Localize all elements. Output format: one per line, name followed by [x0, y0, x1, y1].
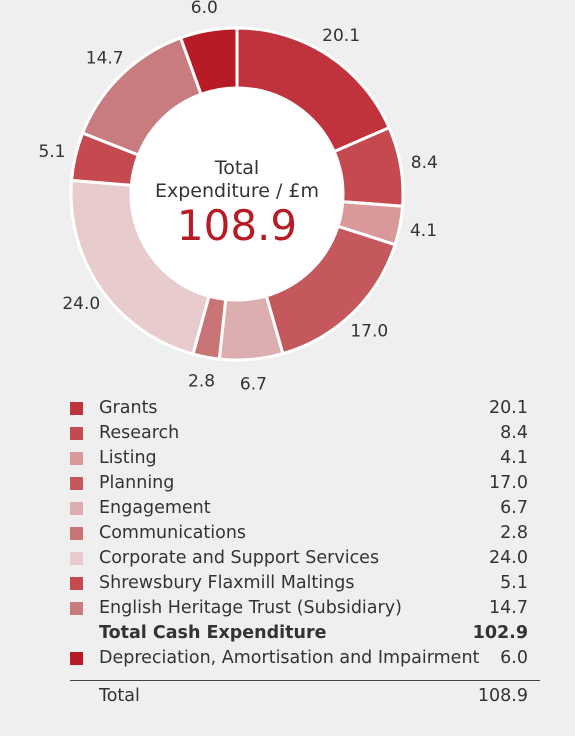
- center-label-line2: Expenditure / £m: [155, 180, 319, 202]
- legend-label: Listing: [99, 448, 157, 468]
- slice-value-label: 5.1: [38, 142, 65, 162]
- slice-value-label: 24.0: [62, 294, 100, 314]
- legend-value: 2.8: [500, 523, 528, 543]
- legend-swatch: [70, 427, 83, 440]
- legend-value: 4.1: [500, 448, 528, 468]
- total-value: 108.9: [477, 686, 528, 706]
- slice-value-label: 17.0: [350, 321, 388, 341]
- legend-row-communications: Communications 2.8: [68, 521, 528, 546]
- subtotal-value: 102.9: [472, 623, 528, 643]
- total-label: Total: [99, 686, 140, 706]
- legend-row-trust: English Heritage Trust (Subsidiary) 14.7: [68, 596, 528, 621]
- legend-row-subtotal: Total Cash Expenditure 102.9: [68, 621, 528, 646]
- legend-swatch: [70, 552, 83, 565]
- slice-value-label: 6.0: [191, 0, 218, 18]
- legend-value: 20.1: [489, 398, 528, 418]
- legend-swatch: [70, 652, 83, 665]
- legend-swatch: [70, 477, 83, 490]
- legend-label: Research: [99, 423, 180, 443]
- legend-row-listing: Listing 4.1: [68, 446, 528, 471]
- legend-label: Communications: [99, 523, 247, 543]
- legend-swatch: [70, 602, 83, 615]
- slice-value-label: 6.7: [240, 374, 267, 394]
- donut-chart: 20.1 8.4 4.1 17.0 6.7 2.8 24.0 5.1 14.7 6.0 Total…: [38, 0, 437, 394]
- legend-label: English Heritage Trust (Subsidiary): [99, 598, 402, 618]
- legend-value: 6.0: [500, 648, 528, 668]
- legend-label: Corporate and Support Services: [99, 548, 380, 568]
- legend-label: Depreciation, Amortisation and Impairmen…: [99, 648, 480, 668]
- slice-value-label: 8.4: [411, 153, 438, 173]
- total-divider: [70, 680, 540, 681]
- legend-swatch: [70, 527, 83, 540]
- legend-value: 6.7: [500, 498, 528, 518]
- legend-row-corporate: Corporate and Support Services 24.0: [68, 546, 528, 571]
- legend-swatch: [70, 452, 83, 465]
- legend-swatch: [70, 502, 83, 515]
- legend-value: 5.1: [500, 573, 528, 593]
- slice-value-label: 14.7: [86, 49, 124, 69]
- legend-row-planning: Planning 17.0: [68, 471, 528, 496]
- legend-row-total: Total 108.9: [68, 684, 528, 709]
- legend-row-research: Research 8.4: [68, 421, 528, 446]
- legend-row-engagement: Engagement 6.7: [68, 496, 528, 521]
- legend-label: Shrewsbury Flaxmill Maltings: [99, 573, 355, 593]
- legend-value: 14.7: [489, 598, 528, 618]
- donut-slices: [69, 26, 405, 362]
- legend-row-grants: Grants 20.1: [68, 396, 528, 421]
- legend-value: 8.4: [500, 423, 528, 443]
- slice-value-labels: 20.1 8.4 4.1 17.0 6.7 2.8 24.0 5.1 14.7 6.0: [38, 0, 437, 394]
- subtotal-label: Total Cash Expenditure: [99, 623, 327, 643]
- legend-value: 24.0: [489, 548, 528, 568]
- slice-value-label: 20.1: [322, 26, 360, 46]
- legend-swatch: [70, 402, 83, 415]
- legend-label: Engagement: [99, 498, 211, 518]
- legend: Grants 20.1 Research 8.4 Listing 4.1 Pla…: [68, 396, 528, 671]
- legend-swatch: [70, 577, 83, 590]
- slice-value-label: 2.8: [188, 372, 215, 392]
- center-label-line1: Total: [214, 157, 259, 179]
- donut-hole: [131, 88, 343, 300]
- legend-label: Planning: [99, 473, 175, 493]
- legend-label: Grants: [99, 398, 158, 418]
- slice-value-label: 4.1: [410, 221, 437, 241]
- center-total-value: 108.9: [177, 201, 297, 250]
- legend-value: 17.0: [489, 473, 528, 493]
- legend-row-depreciation: Depreciation, Amortisation and Impairmen…: [68, 646, 528, 671]
- legend-row-flaxmill: Shrewsbury Flaxmill Maltings 5.1: [68, 571, 528, 596]
